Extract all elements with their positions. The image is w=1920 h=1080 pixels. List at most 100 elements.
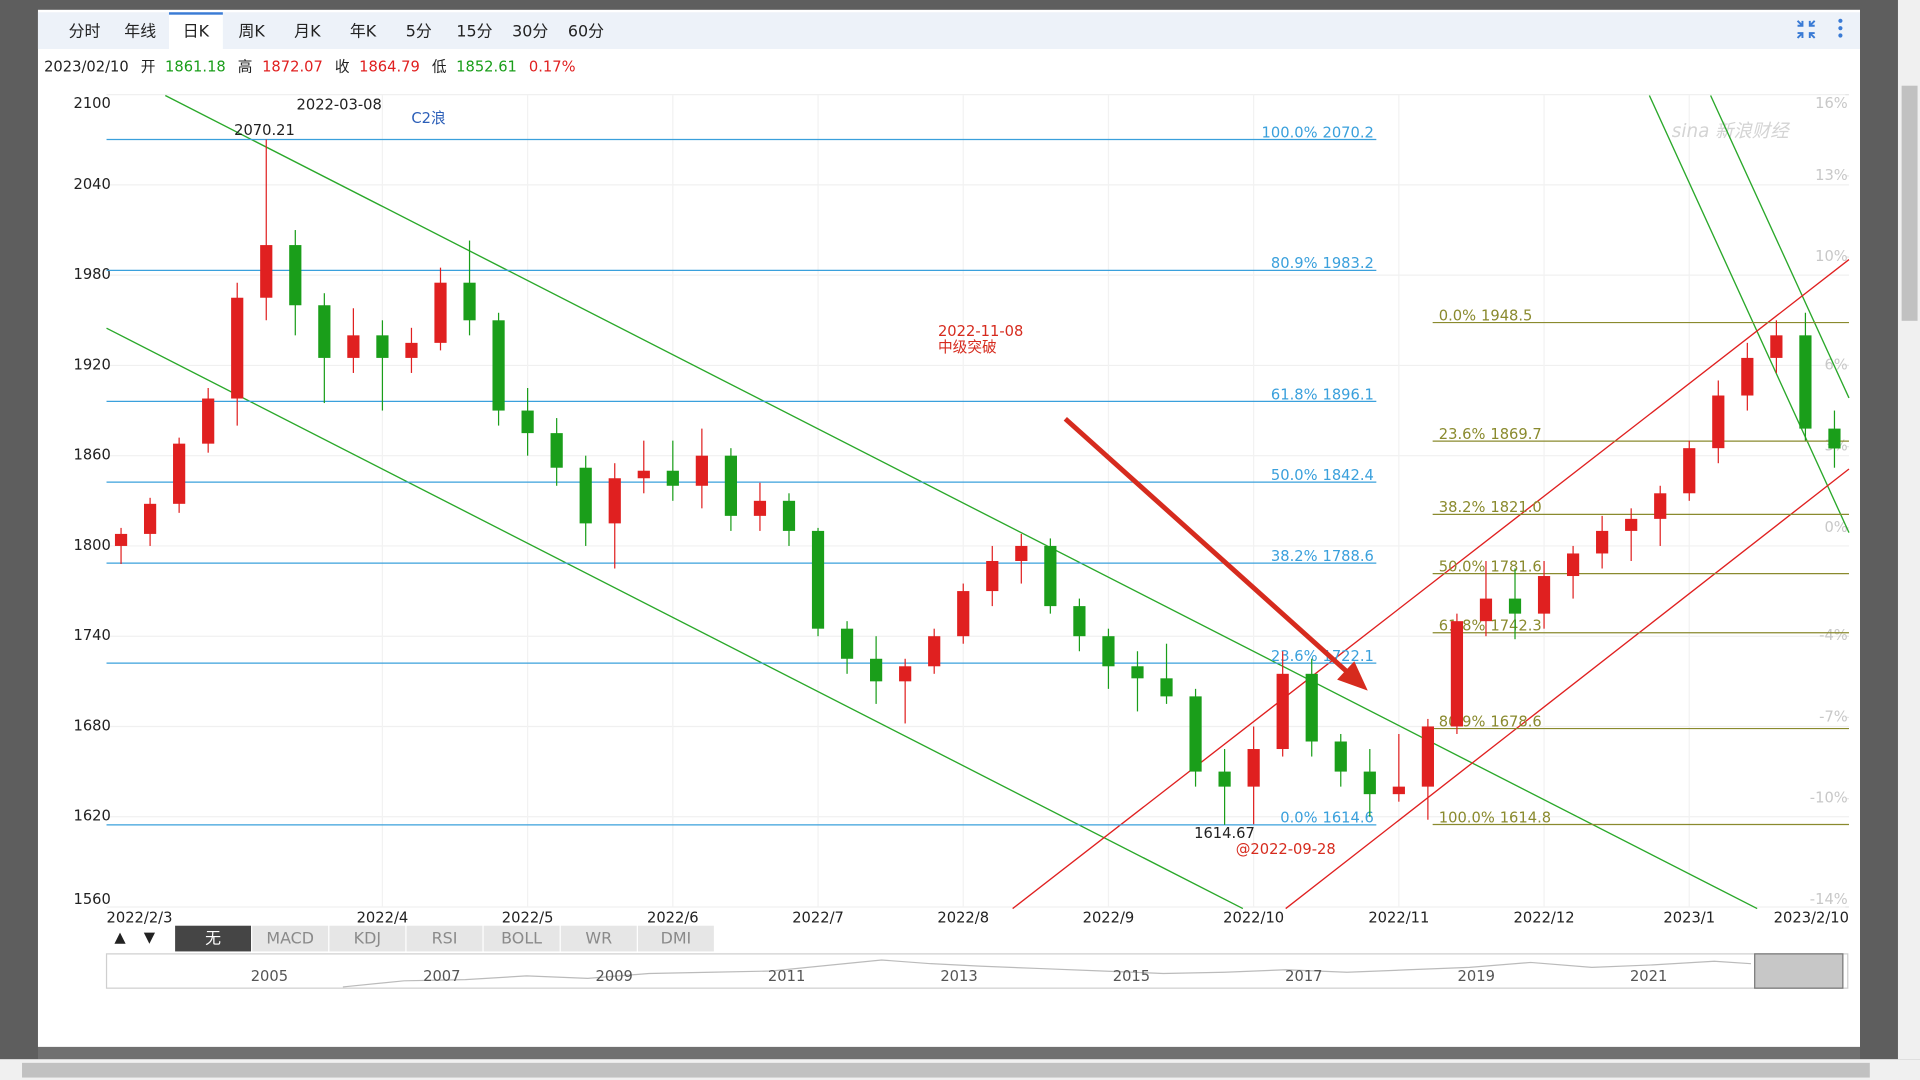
y-tick-label: 1740 [73, 627, 110, 644]
annotation: 1614.67 [1194, 825, 1255, 842]
candle-body [318, 305, 331, 358]
y-tick-label: 1920 [73, 356, 110, 373]
candle-body [1218, 771, 1231, 787]
candle-body [434, 282, 447, 343]
tab[interactable]: 15分 [456, 21, 492, 40]
x-tick-label: 2022/2/3 [107, 909, 173, 926]
candle-body [1392, 786, 1405, 795]
tab[interactable]: 5分 [406, 21, 432, 40]
candle-body [521, 410, 534, 434]
fib-price: 1678.6 [1490, 713, 1541, 730]
tab[interactable]: 日K [183, 21, 210, 40]
fib-percent: 50.0% [1271, 467, 1318, 484]
y2-tick-label: -4% [1819, 627, 1848, 644]
indicator-tab[interactable] [329, 925, 406, 952]
candle-body [289, 245, 302, 306]
indicator-tab-label[interactable]: KDJ [354, 929, 381, 948]
indicator-tab[interactable] [252, 925, 329, 952]
candle-body [492, 320, 505, 411]
candle-body [1421, 726, 1434, 787]
tab[interactable]: 年K [350, 21, 377, 40]
fib-label: 50.0% 1781.6 [1439, 559, 1542, 576]
y-tick-label: 1860 [73, 447, 110, 464]
y-tick-label: 1800 [73, 537, 110, 554]
candle-body [260, 245, 273, 298]
fib-percent: 38.2% [1439, 499, 1486, 516]
candle-body [202, 398, 215, 444]
tab[interactable]: 30分 [512, 21, 548, 40]
navigator[interactable] [105, 953, 1849, 989]
candle-body [1566, 553, 1580, 577]
candle-body [1160, 678, 1173, 697]
indicator-tab[interactable] [483, 925, 560, 952]
fib-price: 1896.1 [1322, 386, 1373, 403]
y2-tick-label: 16% [1815, 95, 1848, 112]
candle-body [405, 342, 418, 358]
fib-label: 100.0% 2070.2 [1262, 124, 1374, 141]
indicator-tab-label[interactable]: 无 [205, 929, 221, 948]
candle-body [1189, 696, 1202, 772]
scroll-up-button[interactable]: ▲ [114, 929, 126, 946]
navigator-line [342, 959, 1752, 988]
h-scroll-thumb[interactable] [22, 1062, 1870, 1078]
candle-body [463, 282, 476, 321]
navigator-window[interactable] [1754, 953, 1844, 989]
fib-percent: 38.2% [1271, 548, 1318, 565]
indicator-tab-label[interactable]: DMI [661, 929, 692, 948]
tab[interactable]: 分时 [69, 21, 101, 40]
candle-body [1450, 621, 1464, 727]
candle-body [1654, 493, 1667, 519]
candle-body [143, 503, 157, 534]
y2-tick-label: -10% [1810, 790, 1848, 807]
quote-change: 0.17% [529, 58, 576, 75]
menu-icon[interactable] [1838, 18, 1843, 38]
candle-body [1131, 666, 1144, 679]
tab[interactable]: 月K [294, 21, 321, 40]
fib-label: 61.8% 1896.1 [1271, 386, 1374, 403]
quote-value: 1852.61 [456, 58, 517, 75]
candle-body [579, 467, 592, 524]
indicator-tab[interactable] [406, 925, 483, 952]
candle-body [1712, 395, 1725, 449]
y2-tick-label: 0% [1824, 519, 1847, 536]
annotation: 中级突破 [938, 339, 997, 356]
candle-body [1102, 636, 1115, 667]
clipped-strip [37, 1046, 1860, 1060]
navigator-year: 2005 [251, 968, 288, 985]
navigator-year: 2009 [596, 968, 633, 985]
tab-bar [37, 12, 1860, 49]
candle-body [1537, 576, 1551, 614]
indicator-tab[interactable] [560, 925, 637, 952]
scroll-down-button[interactable]: ▼ [144, 929, 156, 946]
indicator-tab-label[interactable]: RSI [432, 929, 458, 948]
y2-tick-label: 10% [1815, 248, 1848, 265]
fib-percent: 80.9% [1271, 255, 1318, 272]
indicator-tab-label[interactable]: BOLL [501, 929, 542, 948]
toolbar-icons [1796, 18, 1843, 39]
candle-body [1508, 598, 1522, 614]
indicator-tab-selected[interactable] [175, 925, 252, 952]
fib-price: 1614.8 [1500, 809, 1551, 826]
candle-body [1799, 335, 1812, 429]
candle-body [666, 470, 679, 486]
navigator-year: 2021 [1630, 968, 1667, 985]
x-tick-label: 2022/7 [792, 909, 844, 926]
fullscreen-icon[interactable] [1796, 20, 1816, 39]
tab[interactable]: 周K [238, 21, 265, 40]
candle-body [782, 500, 796, 531]
candle-body [608, 478, 621, 524]
indicator-tab-label[interactable]: MACD [266, 929, 314, 948]
indicator-tab-label[interactable]: WR [585, 929, 612, 948]
fib-price: 1983.2 [1322, 255, 1373, 272]
fib-price: 1948.5 [1481, 307, 1532, 324]
navigator-year: 2007 [423, 968, 460, 985]
candle-body [1363, 771, 1376, 795]
arrow-head [1337, 661, 1368, 691]
x-tick-label: 2023/1 [1663, 909, 1715, 926]
x-tick-label: 2022/5 [502, 909, 554, 926]
tab[interactable]: 年线 [124, 21, 156, 40]
indicator-tab[interactable] [637, 925, 714, 952]
tab[interactable]: 60分 [568, 21, 604, 40]
v-scroll-thumb[interactable] [1901, 85, 1918, 321]
x-tick-label: 2022/8 [937, 909, 989, 926]
